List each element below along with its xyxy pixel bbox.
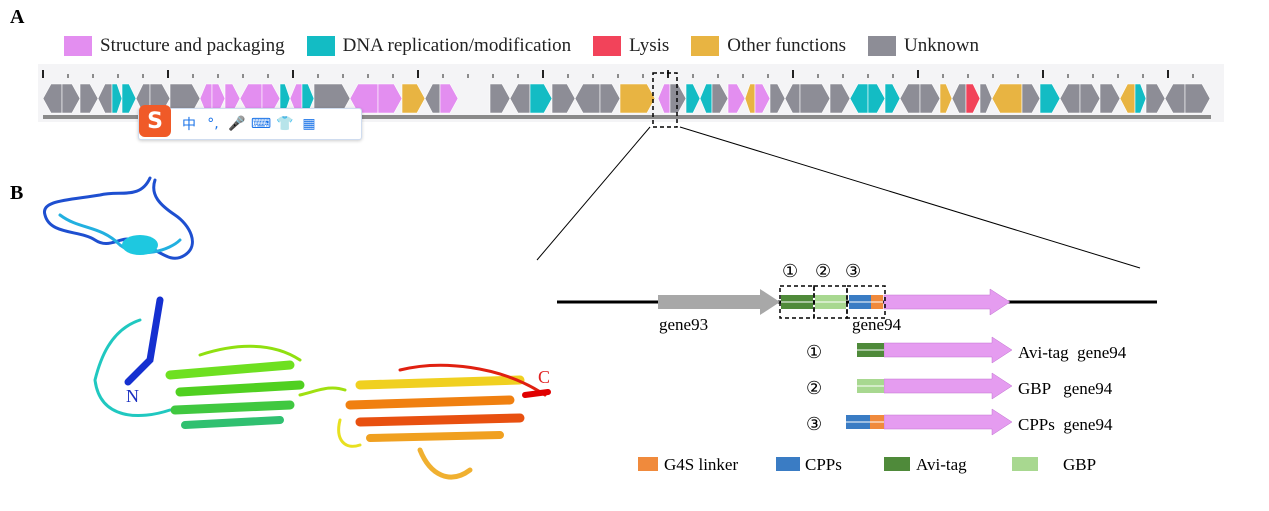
sogou-logo[interactable]: S — [139, 105, 171, 137]
tag-legend-gbp: GBP — [1063, 455, 1096, 474]
gene-arrow — [439, 83, 459, 114]
gene-arrow — [939, 83, 953, 114]
gene-arrow — [1099, 83, 1121, 114]
c-terminus-label: C — [538, 367, 550, 387]
protein-structure — [43, 176, 551, 480]
gene93-label: gene93 — [659, 315, 708, 334]
microphone-icon[interactable]: 🎤 — [228, 116, 246, 132]
variant-2-label: GBP gene94 — [1018, 379, 1113, 398]
n-term-loop — [43, 176, 194, 260]
legend-swatch — [593, 36, 622, 56]
keyboard-icon[interactable]: ⌨ — [250, 116, 272, 132]
legend-unknown: Unknown — [868, 35, 979, 57]
punctuation-button[interactable]: °, — [207, 116, 219, 132]
tag-legend-avi: Avi-tag — [916, 455, 967, 474]
genome-ticks — [42, 70, 1194, 78]
gene-arrow — [884, 83, 901, 114]
tag-legend: G4S linker CPPs Avi-tag GBP — [638, 455, 1096, 474]
ime-toolbar[interactable]: S 中 °, 🎤 ⌨ 👕 ▦ — [138, 105, 362, 140]
legend-dna: DNA replication/modification — [306, 35, 572, 57]
marker-2: ② — [815, 261, 831, 281]
gene-arrow — [1184, 83, 1211, 114]
marker-3: ③ — [845, 261, 861, 281]
gene-arrow — [529, 83, 553, 114]
legend-swatch — [64, 36, 92, 56]
legend-label: Unknown — [904, 35, 979, 56]
gene-arrow — [799, 83, 831, 114]
legend-swatch — [306, 36, 335, 56]
tag-legend-cpps: CPPs — [805, 455, 842, 474]
gene-arrow — [79, 83, 99, 114]
gene-arrow — [883, 288, 1011, 316]
gene-arrow — [883, 372, 1013, 400]
legend-other: Other functions — [691, 35, 846, 57]
gene-arrow — [61, 83, 81, 114]
gene-arrow — [883, 408, 1013, 436]
gene-arrow — [1134, 83, 1147, 114]
zoom-line-right — [679, 126, 1141, 269]
gene-arrow — [727, 83, 746, 114]
tag-legend-g4s: G4S linker — [664, 455, 738, 474]
helix — [122, 235, 158, 255]
gene-arrow — [489, 83, 511, 114]
domain-red-orange — [337, 363, 547, 480]
loop-cyan — [58, 213, 182, 255]
legend-label: Lysis — [629, 35, 670, 56]
selected-gene-box — [652, 72, 678, 128]
legend-label: DNA replication/modification — [342, 35, 572, 56]
legend-swatch — [691, 36, 720, 56]
legend-label: Other functions — [727, 35, 846, 56]
gene-arrow — [711, 83, 729, 114]
legend-lysis: Lysis — [593, 35, 669, 57]
loop-teal — [93, 318, 172, 417]
variant-3-marker: ③ — [806, 414, 822, 434]
gene-arrow — [883, 336, 1013, 364]
panel-label-a: A — [10, 6, 25, 28]
gene-arrow — [769, 83, 786, 114]
domain-green — [165, 344, 347, 429]
gene-arrow — [121, 83, 137, 114]
insert-boxes — [779, 285, 886, 319]
gene-arrow — [377, 83, 403, 114]
gene-arrow — [979, 83, 993, 114]
legend-structure: Structure and packaging — [64, 35, 285, 57]
toolbox-grid-icon[interactable]: ▦ — [302, 116, 316, 132]
zoom-line-left — [536, 126, 651, 261]
gene-arrow — [401, 83, 426, 114]
genome-baseline — [43, 115, 1211, 119]
construct-arrows — [658, 288, 1013, 436]
gene-arrow — [551, 83, 576, 114]
gene-arrow — [965, 83, 981, 114]
panel-label-b: B — [10, 182, 24, 204]
gene-arrow — [754, 83, 771, 114]
marker-1: ① — [782, 261, 798, 281]
gene-arrow — [1145, 83, 1166, 114]
gene-arrow — [619, 83, 656, 114]
variant-3-label: CPPs gene94 — [1018, 415, 1113, 434]
genome-genes — [42, 83, 1211, 114]
category-legend: Structure and packaging DNA replication/… — [64, 35, 979, 57]
c-term — [522, 389, 551, 398]
variant-1-marker: ① — [806, 342, 822, 362]
gene-arrow — [685, 83, 701, 114]
gene-arrow — [1039, 83, 1061, 114]
skin-shirt-icon[interactable]: 👕 — [276, 116, 294, 132]
chinese-mode-button[interactable]: 中 — [182, 117, 196, 133]
gene-arrow — [1079, 83, 1101, 114]
gene-arrow — [111, 83, 123, 114]
gene-arrow — [829, 83, 851, 114]
gene93-arrow — [658, 289, 780, 315]
variant-2-marker: ② — [806, 378, 822, 398]
gene-arrow — [599, 83, 621, 114]
legend-label: Structure and packaging — [100, 35, 285, 56]
gene94-label: gene94 — [852, 315, 902, 334]
beta-strand-blue — [124, 296, 164, 386]
gene-arrow — [919, 83, 941, 114]
n-terminus-label: N — [126, 386, 139, 406]
gene-arrow — [1021, 83, 1041, 114]
variant-1-label: Avi-tag gene94 — [1018, 343, 1127, 362]
gene-arrow — [867, 83, 886, 114]
legend-swatch — [868, 36, 896, 56]
